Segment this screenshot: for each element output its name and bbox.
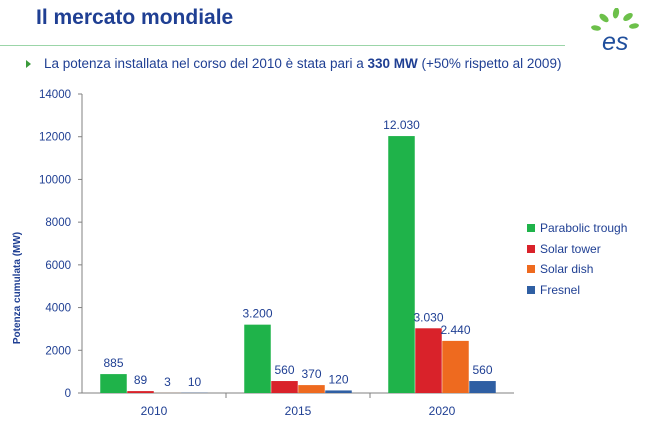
- data-label: 560: [472, 363, 492, 377]
- y-tick-label: 14000: [39, 89, 71, 101]
- bar-solar-tower: [415, 328, 442, 393]
- bar-parabolic-trough: [100, 374, 127, 393]
- data-label: 10: [188, 375, 202, 389]
- title-divider: [0, 45, 565, 46]
- bar-solar-dish: [442, 341, 469, 393]
- data-label: 560: [274, 363, 294, 377]
- y-tick-label: 0: [65, 388, 71, 400]
- data-label: 3.200: [242, 307, 272, 321]
- legend-swatch: [527, 265, 535, 273]
- bullet-text-before: La potenza installata nel corso del 2010…: [44, 56, 367, 71]
- bar-parabolic-trough: [244, 325, 271, 393]
- legend-item: Solar tower: [527, 239, 627, 260]
- data-label: 12.030: [383, 118, 420, 132]
- x-tick-label: 2010: [141, 404, 168, 418]
- data-label: 120: [328, 372, 348, 386]
- data-label: 2.440: [440, 323, 470, 337]
- bar-fresnel: [469, 381, 496, 393]
- bullet-text: La potenza installata nel corso del 2010…: [44, 56, 561, 71]
- y-tick-label: 4000: [45, 303, 71, 315]
- y-axis-label: Potenza cumulata (MW): [12, 232, 23, 344]
- bar-solar-tower: [271, 381, 298, 393]
- legend-swatch: [527, 245, 535, 253]
- data-label: 3.030: [413, 310, 443, 324]
- y-tick-label: 8000: [45, 217, 71, 229]
- legend-label: Parabolic trough: [540, 221, 627, 235]
- bar-solar-tower: [127, 391, 154, 393]
- data-label: 89: [134, 373, 148, 387]
- bar-parabolic-trough: [388, 136, 415, 393]
- legend-item: Fresnel: [527, 280, 627, 301]
- bullet-text-bold: 330 MW: [367, 56, 417, 71]
- legend-swatch: [527, 286, 535, 294]
- chart-legend: Parabolic trough Solar tower Solar dish Fre…: [527, 218, 627, 300]
- bar-solar-dish: [298, 385, 325, 393]
- legend-swatch: [527, 224, 535, 232]
- legend-item: Parabolic trough: [527, 218, 627, 239]
- bar-fresnel: [325, 390, 352, 393]
- logo-text: es: [602, 28, 628, 54]
- page-title: Il mercato mondiale: [36, 6, 233, 30]
- x-tick-label: 2015: [285, 404, 312, 418]
- x-tick-label: 2020: [429, 404, 456, 418]
- data-label: 370: [301, 367, 321, 381]
- y-tick-label: 10000: [39, 174, 71, 186]
- data-label: 885: [103, 356, 123, 370]
- legend-label: Solar tower: [540, 242, 601, 256]
- y-tick-label: 12000: [39, 132, 71, 144]
- y-tick-label: 6000: [45, 260, 71, 272]
- bullet-text-after: (+50% rispetto al 2009): [418, 56, 562, 71]
- legend-item: Solar dish: [527, 259, 627, 280]
- legend-label: Fresnel: [540, 283, 580, 297]
- es-logo: es: [588, 8, 644, 54]
- y-tick-label: 2000: [45, 345, 71, 357]
- data-label: 3: [164, 375, 171, 389]
- bullet-arrow-icon: [26, 60, 31, 68]
- legend-label: Solar dish: [540, 262, 593, 276]
